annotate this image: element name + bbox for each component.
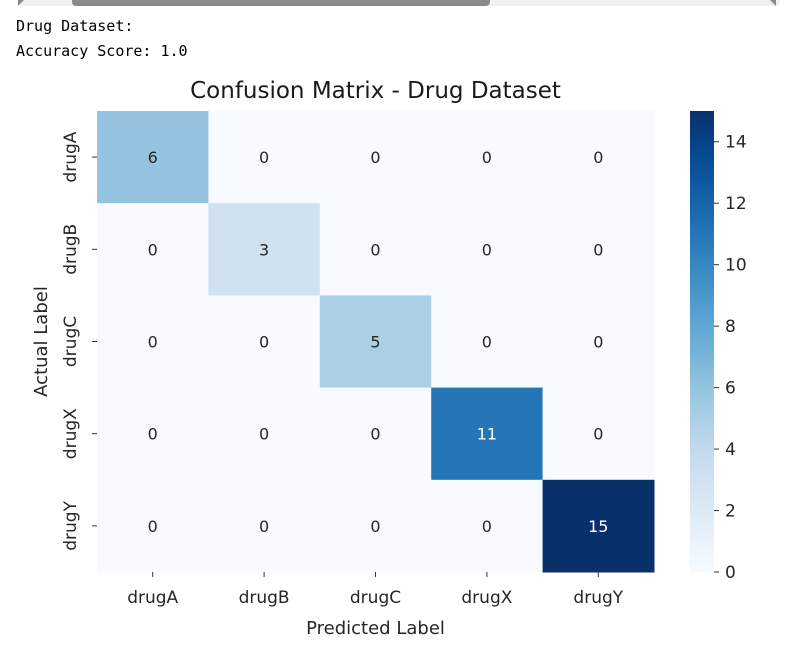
heatmap-cell (97, 203, 209, 296)
colorbar-tick-label: 12 (725, 194, 747, 214)
y-tick-label: drugC (61, 316, 81, 367)
colorbar-tick-label: 10 (725, 256, 747, 276)
cell-value-label: 0 (482, 148, 492, 167)
cell-value-label: 0 (593, 425, 603, 444)
cell-value-label: 0 (259, 517, 269, 536)
heatmap-cell (97, 479, 209, 573)
cell-value-label: 0 (259, 333, 269, 352)
y-tick-label: drugA (61, 131, 81, 182)
x-tick-label: drugX (461, 588, 512, 608)
cell-value-label: 0 (482, 333, 492, 352)
dataset-label: Drug Dataset: (16, 17, 134, 35)
y-axis-label: Actual Label (31, 286, 52, 397)
heatmap-cell (542, 295, 655, 389)
cell-value-label: 0 (148, 333, 158, 352)
heatmap-cell (431, 387, 544, 481)
x-tick-label: drugB (239, 588, 290, 608)
heatmap-cell (208, 111, 321, 204)
cell-value-label: 0 (370, 425, 380, 444)
colorbar-tick-label: 8 (725, 317, 736, 337)
colorbar-tick-label: 14 (725, 133, 747, 153)
heatmap-cell (97, 111, 209, 204)
colorbar-tick-label: 4 (725, 440, 736, 460)
heatmap-cell (542, 479, 655, 573)
cell-value-label: 0 (482, 517, 492, 536)
chart-title: Confusion Matrix - Drug Dataset (190, 78, 561, 104)
heatmap-cell (542, 111, 655, 204)
cell-value-label: 0 (148, 517, 158, 536)
cell-value-label: 11 (477, 425, 497, 444)
scroll-left-arrow-icon[interactable] (18, 0, 24, 6)
heatmap-cell (319, 203, 432, 296)
cell-value-label: 0 (593, 240, 603, 259)
cell-value-label: 6 (148, 148, 158, 167)
heatmap-cell (208, 203, 321, 296)
cell-value-label: 0 (148, 425, 158, 444)
horizontal-scrollbar[interactable] (18, 0, 780, 6)
cell-value-label: 0 (148, 240, 158, 259)
heatmap-cell (542, 387, 655, 481)
heatmap-cell (208, 295, 321, 389)
cell-value-label: 0 (593, 333, 603, 352)
y-tick-label: drugB (61, 224, 81, 275)
cell-value-label: 3 (259, 240, 269, 259)
heatmap-cell (319, 479, 432, 573)
heatmap-cell (319, 387, 432, 481)
colorbar (690, 111, 714, 572)
cell-value-label: 0 (370, 240, 380, 259)
scrollbar-thumb[interactable] (72, 0, 490, 6)
y-tick-label: drugX (61, 408, 81, 459)
x-tick-label: drugY (573, 588, 623, 608)
scroll-right-arrow-icon[interactable] (770, 0, 776, 6)
heatmap-cell (431, 203, 544, 296)
colorbar-tick-label: 0 (725, 563, 736, 583)
heatmap-cell (319, 295, 432, 389)
x-tick-label: drugC (350, 588, 401, 608)
cell-output: Drug Dataset: Accuracy Score: 1.0 (16, 14, 188, 64)
heatmap-cell (542, 203, 655, 296)
x-tick-label: drugA (127, 588, 178, 608)
colorbar-tick-label: 6 (725, 379, 736, 399)
heatmap-cell (431, 479, 544, 573)
cell-value-label: 0 (370, 517, 380, 536)
heatmap-cell (319, 111, 432, 204)
heatmap-cell (208, 479, 321, 573)
heatmap-cell (97, 387, 209, 481)
cell-value-label: 0 (482, 240, 492, 259)
heatmap-cell (431, 295, 544, 389)
accuracy-score: Accuracy Score: 1.0 (16, 42, 188, 60)
heatmap-cell (97, 295, 209, 389)
x-axis-label: Predicted Label (306, 618, 445, 639)
heatmap-cell (208, 387, 321, 481)
colorbar-tick-label: 2 (725, 502, 736, 522)
cell-value-label: 15 (588, 517, 608, 536)
heatmap-cell (431, 111, 544, 204)
cell-value-label: 0 (370, 148, 380, 167)
cell-value-label: 0 (259, 148, 269, 167)
cell-value-label: 5 (370, 333, 380, 352)
cell-value-label: 0 (593, 148, 603, 167)
cell-value-label: 0 (259, 425, 269, 444)
y-tick-label: drugY (61, 500, 81, 550)
